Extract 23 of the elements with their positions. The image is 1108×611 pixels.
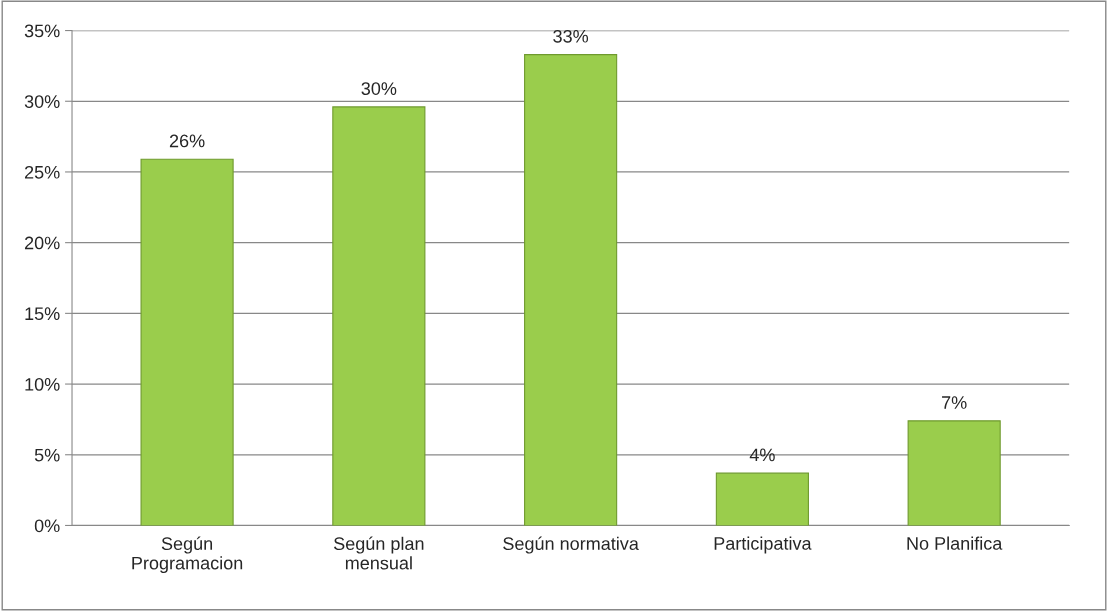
x-tick-label: Participativa — [714, 536, 812, 554]
y-tick-label: 30% — [24, 95, 60, 108]
y-tick-label: 10% — [25, 377, 60, 391]
y-tick-label: 0% — [34, 519, 60, 533]
y-tick-label: 25% — [24, 165, 60, 179]
bar — [907, 420, 1001, 526]
bar — [140, 158, 234, 526]
bar — [332, 106, 426, 526]
bar — [524, 54, 618, 526]
data-label: 26% — [169, 134, 205, 148]
y-tick-label: 20% — [24, 236, 60, 250]
y-tick-label: 15% — [25, 307, 60, 321]
x-tick-label: Según normativa — [503, 536, 639, 554]
x-tick-label: Según plan mensual — [333, 536, 424, 570]
y-tick-label: 5% — [34, 448, 60, 462]
y-tick-label: 35% — [24, 24, 60, 38]
data-label: 4% — [749, 448, 775, 462]
data-label: 33% — [553, 29, 589, 43]
data-label: 30% — [361, 82, 397, 96]
bar — [715, 472, 809, 526]
x-tick-label: Según Programacion — [132, 536, 243, 574]
data-label: 7% — [942, 396, 967, 409]
x-tick-label: No Planifica — [907, 536, 1003, 550]
